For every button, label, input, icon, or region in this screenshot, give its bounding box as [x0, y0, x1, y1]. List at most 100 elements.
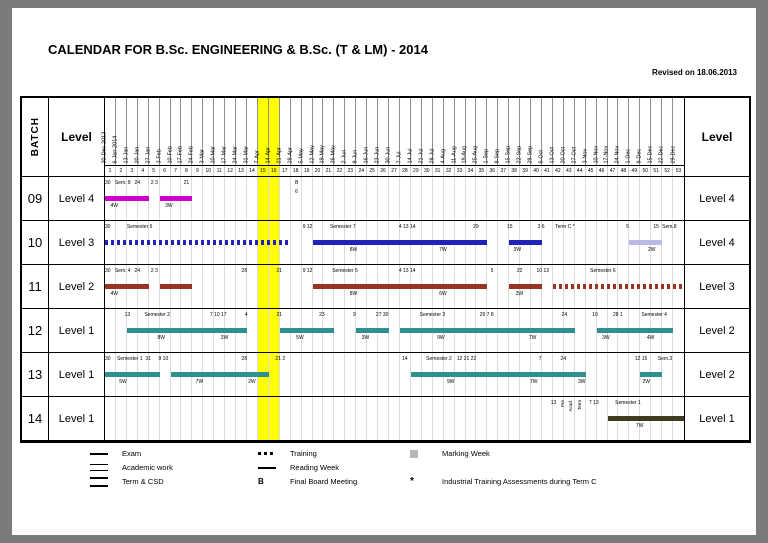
week-cell	[673, 177, 684, 220]
week-date-label: 20-Oct	[560, 146, 567, 163]
week-number: 26	[378, 166, 390, 176]
week-cell	[542, 221, 553, 264]
week-date-label: 24-Feb	[188, 145, 195, 163]
legend-symbol	[258, 452, 280, 455]
week-date-cell: 13-Oct	[549, 98, 564, 165]
training-dots-icon	[258, 452, 276, 455]
week-number: 42	[553, 166, 564, 176]
week-cell	[476, 177, 488, 220]
week-cell	[247, 309, 258, 352]
row-timeline: 13 Semester 2 7 10 17 4 21 23 9 27 30 Semester 3…	[105, 309, 685, 353]
bar-label: Semester 1	[117, 356, 143, 362]
bar-label: 21	[276, 268, 283, 274]
legend: Exam Academic work Term & CSD Training Readi…	[90, 448, 740, 487]
week-date-label: 21-Jul	[418, 148, 425, 163]
bar-label: 9	[352, 312, 356, 318]
legend-label: Industrial Training Assessments during T…	[442, 477, 597, 486]
week-cell	[564, 177, 575, 220]
bar-label: 6	[295, 189, 298, 195]
week-date-label: 28-Apr	[287, 146, 294, 163]
week-date-label: 23-Jun	[374, 146, 381, 163]
week-number: 37	[498, 166, 510, 176]
bar-label: 27 30	[375, 312, 389, 318]
week-date-label: 8-Sep	[494, 148, 501, 163]
week-cell	[313, 397, 324, 440]
week-number: 29	[411, 166, 422, 176]
week-number: 43	[564, 166, 575, 176]
week-date-label: 5-May	[298, 147, 305, 163]
week-cell	[345, 177, 357, 220]
bar-label: 4W	[110, 203, 118, 209]
week-date-label: 29-Dec	[670, 145, 677, 163]
bar-label: 31	[145, 356, 151, 362]
legend-item: Term & CSD	[90, 476, 258, 487]
week-cell	[531, 397, 542, 440]
bar-label: 2W	[248, 379, 256, 385]
marking-square-icon	[410, 449, 418, 458]
gantt-bar	[159, 284, 193, 289]
week-number: 28	[400, 166, 411, 176]
week-cell	[597, 221, 608, 264]
week-number: 17	[280, 166, 291, 176]
week-cell	[629, 177, 641, 220]
week-cell	[618, 177, 630, 220]
bar-label: Sem.8	[662, 224, 677, 230]
week-date-label: 31-Mar	[243, 145, 250, 163]
bar-label: Semester 6	[590, 268, 616, 274]
week-number: 41	[542, 166, 553, 176]
week-cell	[280, 353, 291, 396]
bar-label: 10	[592, 312, 598, 318]
week-cell	[323, 397, 335, 440]
bar-label: 7W	[529, 379, 538, 385]
bar-label: 9 12	[302, 224, 313, 230]
legend-column: Exam Academic work Term & CSD	[90, 448, 258, 487]
week-cell	[520, 177, 532, 220]
week-date-cell: 3-Feb	[156, 98, 171, 165]
bar-label: 15	[507, 224, 513, 230]
week-date-cell: 30-Dec-2013	[101, 98, 116, 165]
week-date-label: 9-Jun	[352, 149, 359, 163]
week-cell	[257, 177, 269, 220]
week-number: 4	[138, 166, 149, 176]
week-date-label: 6-Oct	[538, 149, 545, 163]
week-date-label: 22-Sep	[516, 145, 523, 163]
bar-label: 24	[560, 356, 567, 362]
week-cell	[422, 177, 433, 220]
week-cell	[225, 177, 237, 220]
week-number: 20	[313, 166, 324, 176]
week-cell	[345, 309, 357, 352]
week-cell	[334, 177, 346, 220]
week-cell	[214, 177, 226, 220]
week-date-cell: 13-Jan	[123, 98, 138, 165]
week-cell	[389, 397, 400, 440]
week-number: 11	[214, 166, 226, 176]
week-date-label: 17-Mar	[221, 145, 228, 163]
bar-label: 7 10 17	[209, 312, 227, 318]
week-cell	[553, 177, 564, 220]
week-date-cell: 20-Jan	[134, 98, 149, 165]
week-cell	[149, 265, 160, 308]
week-date-label: 15-Dec	[647, 145, 654, 163]
week-cell	[291, 221, 302, 264]
week-cell	[378, 353, 390, 396]
bar-label: 30	[105, 180, 111, 186]
week-date-cell: 23-Jun	[374, 98, 390, 165]
week-cell	[378, 177, 390, 220]
week-date-label: 17-Nov	[603, 145, 610, 163]
batch-cell: 12	[22, 309, 49, 353]
week-cell	[498, 221, 510, 264]
week-date-cell: 29-Dec	[670, 98, 684, 165]
week-cell	[520, 397, 532, 440]
bar-label: Semester 1	[615, 400, 641, 406]
week-cell	[257, 309, 269, 352]
gantt-bar	[596, 328, 630, 333]
week-cell	[433, 177, 444, 220]
week-number: 8	[181, 166, 193, 176]
exam-line-icon	[90, 452, 108, 455]
week-date-cell: 18-Aug	[461, 98, 477, 165]
week-number: 3	[127, 166, 138, 176]
week-date-label: 24-Nov	[614, 145, 621, 163]
week-cell	[334, 309, 346, 352]
gantt-bar	[640, 372, 663, 377]
week-date-label: 18-Aug	[461, 145, 468, 163]
